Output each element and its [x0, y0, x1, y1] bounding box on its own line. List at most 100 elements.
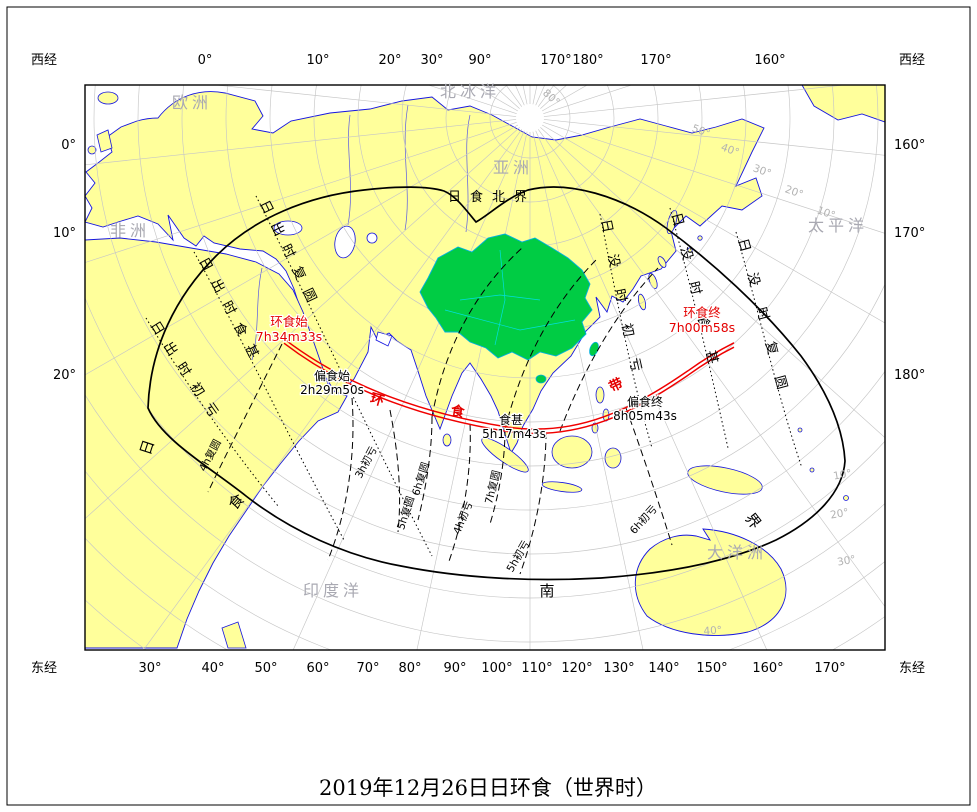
black-sea: [273, 220, 303, 236]
bottom-tick: 80°: [398, 661, 421, 676]
bottom-tick: 60°: [306, 661, 329, 676]
greatest-eclipse-time: 5h17m43s: [482, 427, 546, 441]
top-tick: 30°: [420, 53, 443, 68]
label-oceania: 大洋洲: [707, 543, 767, 562]
south-limit-char: 南: [539, 582, 554, 600]
graticule-label: 20°: [783, 183, 805, 201]
bottom-tick: 110°: [521, 661, 552, 676]
top-tick: 90°: [468, 53, 491, 68]
graticule-label: 10°: [832, 468, 852, 483]
bottom-tick: 90°: [443, 661, 466, 676]
japan-island: [648, 272, 658, 290]
china-province-line: [494, 249, 506, 346]
bottom-tick: 170°: [814, 661, 845, 676]
top-tick: 20°: [378, 53, 401, 68]
top-tick: 170°: [640, 53, 671, 68]
graticule-label: 30°: [751, 162, 773, 180]
contact-curve-6h-chukui: [625, 407, 673, 546]
annular-band-char: 环: [368, 391, 386, 410]
madagascar-island: [221, 621, 247, 649]
right-tick: 170°: [894, 226, 925, 241]
corner-label-east-left: 东经: [31, 661, 57, 676]
contact-curve-3h-chukui: [327, 397, 354, 561]
annular-band-char: 食: [450, 402, 466, 421]
bottom-tick: 130°: [603, 661, 634, 676]
top-tick: 180°: [572, 53, 603, 68]
bottom-tick: 140°: [648, 661, 679, 676]
contact-curve-5h-chukui: [519, 431, 547, 575]
label-indian-ocean: 印度洋: [303, 581, 363, 600]
iceland-island: [97, 91, 119, 105]
partial-start-time: 2h29m50s: [300, 383, 364, 397]
kuril-island: [687, 247, 693, 253]
borneo-island: [551, 435, 593, 469]
label-africa: 非洲: [110, 221, 150, 240]
annular-end-label: 环食终: [683, 305, 721, 320]
contact-curve-4h-fuyuan: [207, 343, 283, 493]
china-province-line: [459, 294, 541, 301]
japan-island: [657, 256, 667, 268]
sulawesi-island: [604, 447, 622, 469]
bottom-tick: 100°: [481, 661, 512, 676]
left-tick: 0°: [61, 138, 76, 153]
aral-sea: [366, 232, 378, 244]
greatest-eclipse-label: 食甚: [499, 412, 523, 427]
left-tick: 10°: [53, 226, 76, 241]
south-limit-char: 日: [136, 438, 158, 458]
pacific-island: [797, 427, 803, 433]
china-region: [419, 233, 593, 361]
siberia-river: [404, 104, 409, 231]
caspian-sea: [334, 225, 356, 259]
bottom-tick: 160°: [752, 661, 783, 676]
contact-curve-north-3: [559, 267, 659, 432]
bottom-tick: 150°: [696, 661, 727, 676]
top-tick: 170°: [540, 53, 571, 68]
srilanka-island: [442, 433, 452, 447]
label-arctic-ocean: 北冰洋: [440, 82, 500, 101]
contact-curve-north-1: [431, 247, 523, 418]
graticule-label: 30°: [836, 554, 856, 569]
alaska-landmass: [801, 85, 885, 123]
siberia-river: [347, 114, 351, 226]
graticule-label: 40°: [703, 624, 722, 637]
eurasia-landmass: [85, 91, 765, 455]
north-limit-label: 日食北界: [448, 189, 536, 205]
pacific-island: [809, 467, 815, 473]
partial-end-time: 8h05m43s: [613, 409, 677, 423]
nile-river: [251, 267, 263, 361]
top-tick: 160°: [754, 53, 785, 68]
bottom-tick: 40°: [201, 661, 224, 676]
top-tick: 0°: [198, 53, 213, 68]
pacific-island: [843, 495, 849, 501]
britain-island: [96, 129, 113, 153]
bottom-tick: 50°: [254, 661, 277, 676]
label-asia: 亚洲: [493, 158, 533, 177]
china-province-line: [444, 309, 576, 331]
partial-end-label: 偏食终: [627, 394, 663, 409]
label-pacific-ocean: 太平洋: [808, 216, 868, 235]
annular-end-time: 7h00m58s: [669, 320, 735, 335]
bottom-tick: 120°: [561, 661, 592, 676]
philippines-island: [595, 386, 605, 404]
contact-curve-5h-fuyuan: [389, 409, 401, 533]
contact-curve-4h-chukui: [447, 423, 471, 565]
corner-label-east-right: 东经: [899, 661, 925, 676]
java-island: [541, 481, 583, 493]
eclipse-outer-limit: [147, 186, 846, 581]
graticule-label: 20°: [829, 507, 849, 522]
sumatra-island: [481, 437, 529, 473]
bottom-tick: 70°: [356, 661, 379, 676]
contact-curve-6h-fuyuan: [417, 416, 433, 521]
figure-border: [6, 6, 971, 806]
graticule-label: 50°: [690, 122, 712, 140]
africa-landmass: [85, 237, 348, 649]
map-frame: [84, 84, 886, 651]
hainan-island: [535, 374, 547, 384]
right-tick: 160°: [894, 138, 925, 153]
japan-island: [637, 293, 647, 311]
partial-start-label: 偏食始: [314, 368, 350, 383]
corner-label-west-right: 西经: [899, 53, 925, 68]
left-tick: 20°: [53, 368, 76, 383]
